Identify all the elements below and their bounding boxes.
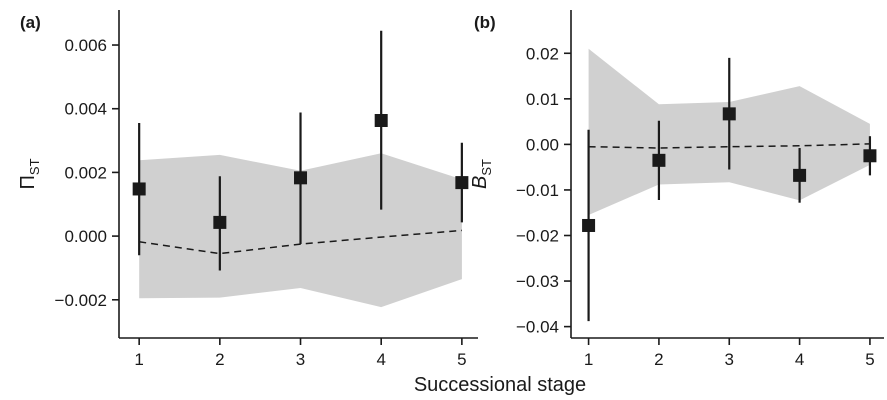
x-tick-label-b-4: 4	[795, 350, 804, 369]
observed-point-a-5	[455, 176, 469, 190]
y-tick-label-b-1: −0.03	[516, 272, 559, 291]
y-tick-label-a-0: −0.002	[55, 291, 107, 310]
y-axis-title-symbol-b: B	[469, 176, 491, 189]
x-tick-label-b-3: 3	[725, 350, 734, 369]
x-tick-label-b-1: 1	[584, 350, 593, 369]
observed-point-a-1	[132, 182, 146, 196]
x-tick-label-a-1: 1	[134, 350, 143, 369]
y-tick-label-b-0: −0.04	[516, 318, 559, 337]
observed-point-b-2	[652, 153, 666, 167]
x-tick-label-a-3: 3	[296, 350, 305, 369]
y-tick-label-a-3: 0.004	[64, 100, 107, 119]
y-tick-label-a-2: 0.002	[64, 163, 107, 182]
y-axis-title-subscript-b: ST	[479, 159, 494, 176]
panel-b: −0.04 −0.03 −0.02 −0.01 0.00 0.01 0.02 1 2 3 4 5 (b)…	[469, 10, 884, 369]
panel-a: −0.002 0.000 0.002 0.004 0.006 1 2 3 4 5 (a) ΠST	[17, 10, 478, 369]
y-tick-label-b-3: −0.01	[516, 181, 559, 200]
x-tick-label-a-5: 5	[457, 350, 466, 369]
panel-label-b: (b)	[474, 13, 496, 32]
observed-point-a-3	[294, 171, 308, 185]
y-tick-label-b-2: −0.02	[516, 227, 559, 246]
x-tick-label-a-2: 2	[215, 350, 224, 369]
x-tick-label-b-2: 2	[654, 350, 663, 369]
observed-point-b-1	[582, 218, 596, 232]
null-mean-dashed-line-b	[588, 143, 870, 149]
x-tick-label-a-4: 4	[376, 350, 385, 369]
observed-point-a-4	[374, 114, 388, 128]
observed-point-b-5	[863, 149, 877, 163]
null-mean-dashed-line-a	[139, 229, 462, 255]
y-axis-title-b: BST	[469, 159, 494, 189]
observed-point-a-2	[213, 215, 227, 229]
y-axis-title-symbol-a: Π	[17, 175, 39, 189]
panel-label-a: (a)	[20, 13, 41, 32]
observed-point-b-3	[722, 107, 736, 121]
y-axis-title-subscript-a: ST	[27, 158, 42, 175]
observed-point-b-4	[793, 168, 807, 182]
y-tick-label-b-4: 0.00	[526, 135, 559, 154]
y-tick-label-b-5: 0.01	[526, 90, 559, 109]
y-tick-label-b-6: 0.02	[526, 44, 559, 63]
x-tick-label-b-5: 5	[865, 350, 874, 369]
y-tick-label-a-1: 0.000	[64, 227, 107, 246]
y-axis-title-a: ΠST	[17, 158, 42, 189]
y-tick-label-a-4: 0.006	[64, 36, 107, 55]
shared-x-axis-label: Successional stage	[414, 374, 586, 396]
